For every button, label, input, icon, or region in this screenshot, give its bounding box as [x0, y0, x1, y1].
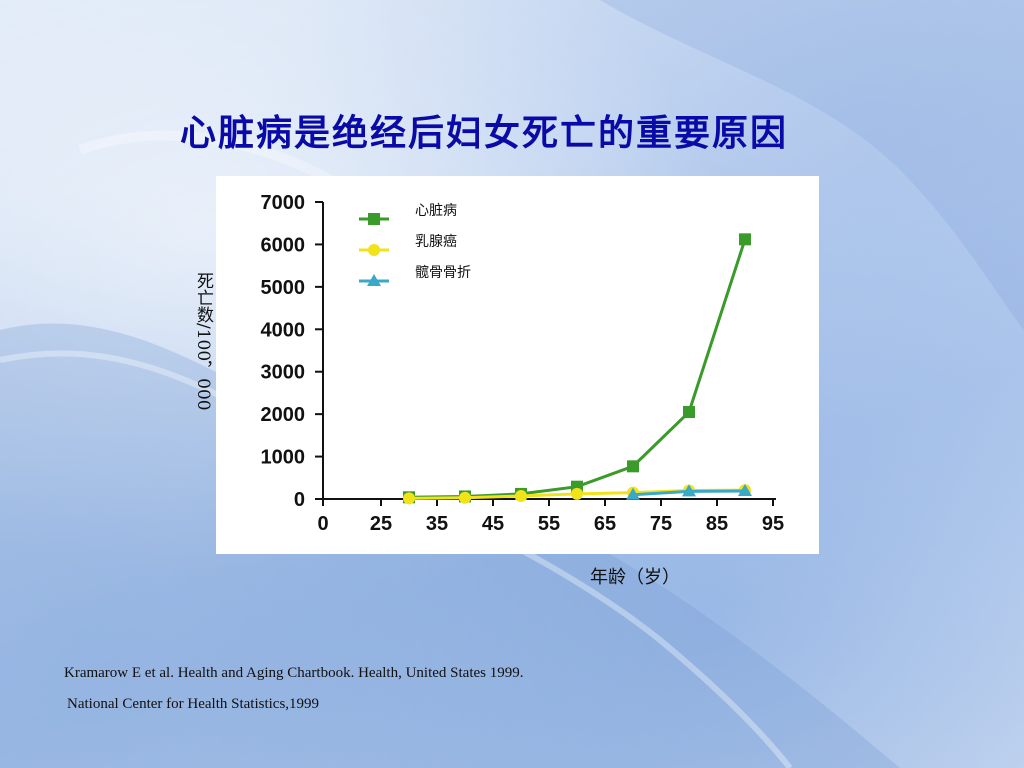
x-axis-label: 年龄（岁） [590, 567, 680, 588]
source-citation-line2: National Center for Health Statistics,19… [67, 696, 320, 712]
y-tick-label: 1000 [261, 447, 306, 469]
x-tick-label: 85 [706, 513, 728, 535]
data-point [571, 487, 583, 500]
source-citation-line1: Kramarow E et al. Health and Aging Chart… [64, 665, 524, 681]
y-tick-label: 5000 [261, 277, 306, 299]
data-point [683, 406, 695, 419]
data-point [515, 490, 527, 503]
x-axis-ticks: 0 25 35 45 55 65 75 85 95 [317, 499, 784, 535]
data-point [627, 460, 639, 473]
legend-marker [368, 244, 380, 256]
y-tick-label: 6000 [261, 234, 306, 256]
x-tick-label: 0 [317, 513, 328, 535]
y-tick-label: 3000 [261, 362, 306, 384]
x-tick-label: 55 [538, 513, 560, 535]
legend-marker [368, 213, 380, 225]
data-point [738, 483, 752, 496]
data-point [682, 484, 696, 497]
x-tick-label: 35 [426, 513, 448, 535]
legend-label: 心脏病 [415, 203, 457, 219]
legend-label: 髋骨骨折 [415, 264, 471, 281]
y-tick-label: 2000 [261, 404, 306, 426]
x-tick-label: 95 [762, 513, 784, 535]
y-tick-label: 0 [294, 489, 305, 511]
x-tick-label: 45 [482, 513, 504, 535]
y-axis-label: 死亡数/100，000 [193, 272, 213, 411]
data-point [459, 491, 471, 504]
y-tick-label: 7000 [261, 192, 306, 214]
line-chart: 7000 6000 5000 4000 3000 2000 1000 0 0 25 35 45 55 6… [261, 192, 785, 535]
y-tick-label: 4000 [261, 319, 306, 341]
chart-series [403, 233, 752, 505]
data-point [626, 487, 640, 500]
data-point [403, 492, 415, 505]
x-tick-label: 65 [594, 513, 616, 535]
slide-title: 心脏病是绝经后妇女死亡的重要原因 [180, 112, 789, 154]
x-tick-label: 75 [650, 513, 672, 535]
legend-marker [367, 274, 381, 286]
y-axis-ticks: 7000 6000 5000 4000 3000 2000 1000 0 [261, 192, 323, 511]
chart-panel: 7000 6000 5000 4000 3000 2000 1000 0 0 25 35 45 55 6… [216, 176, 819, 554]
x-tick-label: 25 [370, 513, 392, 535]
data-point [739, 233, 751, 246]
series-3 [626, 483, 752, 500]
legend-label: 乳腺癌 [415, 234, 457, 250]
